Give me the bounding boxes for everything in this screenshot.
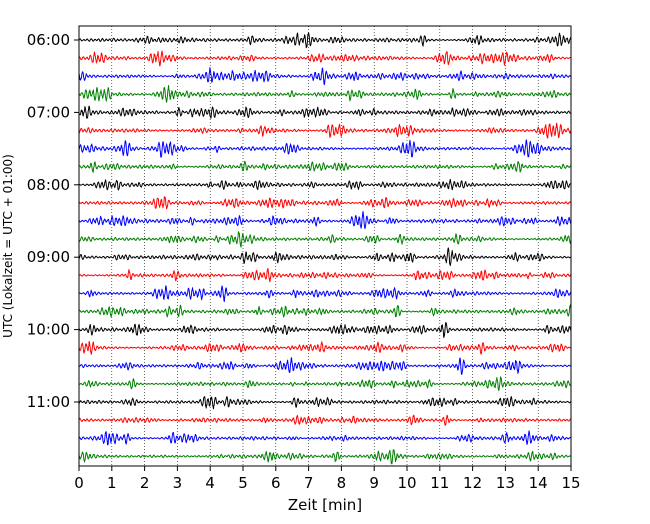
y-tick-label: 09:00 — [27, 248, 70, 266]
seismic-traces — [78, 32, 572, 465]
seismic-trace — [78, 376, 572, 392]
x-tick-label: 5 — [238, 474, 248, 492]
seismic-trace — [78, 139, 572, 158]
seismic-trace — [78, 304, 572, 318]
x-tick-label: 10 — [397, 474, 416, 492]
x-tick-label: 15 — [561, 474, 580, 492]
seismic-trace — [78, 449, 572, 465]
x-tick-label: 4 — [205, 474, 215, 492]
seismic-trace — [78, 178, 572, 191]
seismic-trace — [78, 105, 572, 119]
grid-lines — [111, 26, 539, 466]
y-axis-ticks: 06:00 07:00 08:00 09:00 10:00 11:00 — [27, 31, 79, 411]
x-tick-label: 12 — [463, 474, 482, 492]
seismic-trace — [78, 430, 572, 446]
x-tick-label: 9 — [369, 474, 379, 492]
x-tick-label: 14 — [529, 474, 548, 492]
seismic-trace — [78, 357, 572, 375]
x-tick-label: 8 — [337, 474, 347, 492]
seismic-trace — [78, 196, 572, 210]
x-tick-label: 0 — [74, 474, 84, 492]
y-tick-label: 10:00 — [27, 321, 70, 339]
seismic-trace — [78, 247, 572, 266]
x-tick-label: 2 — [140, 474, 150, 492]
seismic-trace — [78, 341, 572, 355]
y-tick-label: 08:00 — [27, 176, 70, 194]
y-tick-label: 07:00 — [27, 103, 70, 121]
seismic-trace — [78, 285, 572, 303]
seismic-trace — [78, 414, 572, 426]
x-tick-label: 1 — [107, 474, 117, 492]
x-tick-label: 3 — [173, 474, 183, 492]
seismic-trace — [78, 322, 572, 338]
seismic-trace — [78, 84, 572, 103]
x-axis-ticks: 0 1 2 3 4 5 6 7 8 9 10 11 12 13 14 15 — [74, 466, 581, 492]
x-axis-label: Zeit [min] — [288, 496, 362, 514]
seismic-trace — [78, 268, 572, 283]
seismic-trace — [78, 231, 572, 248]
seismic-trace — [78, 50, 572, 67]
seismic-trace — [78, 160, 572, 173]
seismic-trace — [78, 32, 572, 49]
seismic-trace — [78, 122, 572, 139]
y-axis-label: UTC (Lokalzeit = UTC + 01:00) — [1, 154, 15, 338]
seismic-trace — [78, 396, 572, 410]
y-tick-label: 11:00 — [27, 393, 70, 411]
x-tick-label: 7 — [304, 474, 314, 492]
seismic-trace — [78, 210, 572, 230]
y-tick-label: 06:00 — [27, 31, 70, 49]
x-tick-label: 13 — [496, 474, 515, 492]
x-tick-label: 11 — [430, 474, 449, 492]
x-tick-label: 6 — [271, 474, 281, 492]
plot-frame — [78, 25, 572, 467]
seismic-trace — [78, 67, 572, 86]
